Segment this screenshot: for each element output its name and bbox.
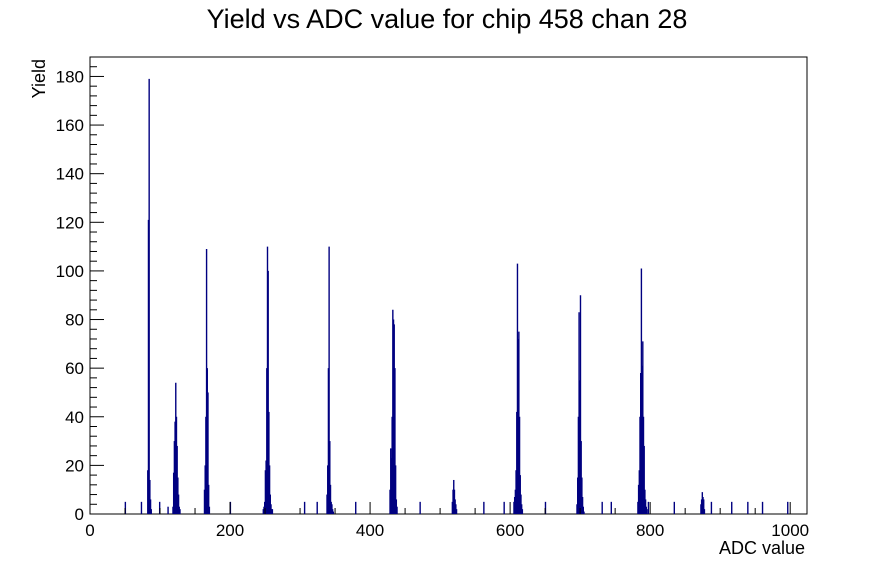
y-tick-label: 180	[56, 67, 84, 86]
histogram-bars	[124, 78, 789, 514]
y-tick-label: 80	[65, 311, 84, 330]
y-tick-label: 60	[65, 359, 84, 378]
y-tick-label: 0	[75, 505, 84, 524]
x-tick-label: 800	[636, 521, 664, 540]
y-tick-label: 140	[56, 165, 84, 184]
x-tick-label: 1000	[771, 521, 809, 540]
x-tick-label: 600	[496, 521, 524, 540]
y-tick-label: 160	[56, 116, 84, 135]
chart-title: Yield vs ADC value for chip 458 chan 28	[207, 4, 688, 34]
y-tick-label: 120	[56, 213, 84, 232]
y-axis-label: Yield	[29, 59, 49, 98]
x-axis-label: ADC value	[719, 538, 805, 558]
x-tick-label: 400	[356, 521, 384, 540]
y-tick-label: 100	[56, 262, 84, 281]
x-tick-label: 0	[85, 521, 94, 540]
plot-frame	[89, 56, 808, 515]
axis-ticks: 0 200 400 600 800 1000 0 20 40 60 80 100 120 140 160 18…	[56, 56, 809, 540]
y-tick-label: 20	[65, 456, 84, 475]
x-tick-label: 200	[216, 521, 244, 540]
y-tick-label: 40	[65, 408, 84, 427]
